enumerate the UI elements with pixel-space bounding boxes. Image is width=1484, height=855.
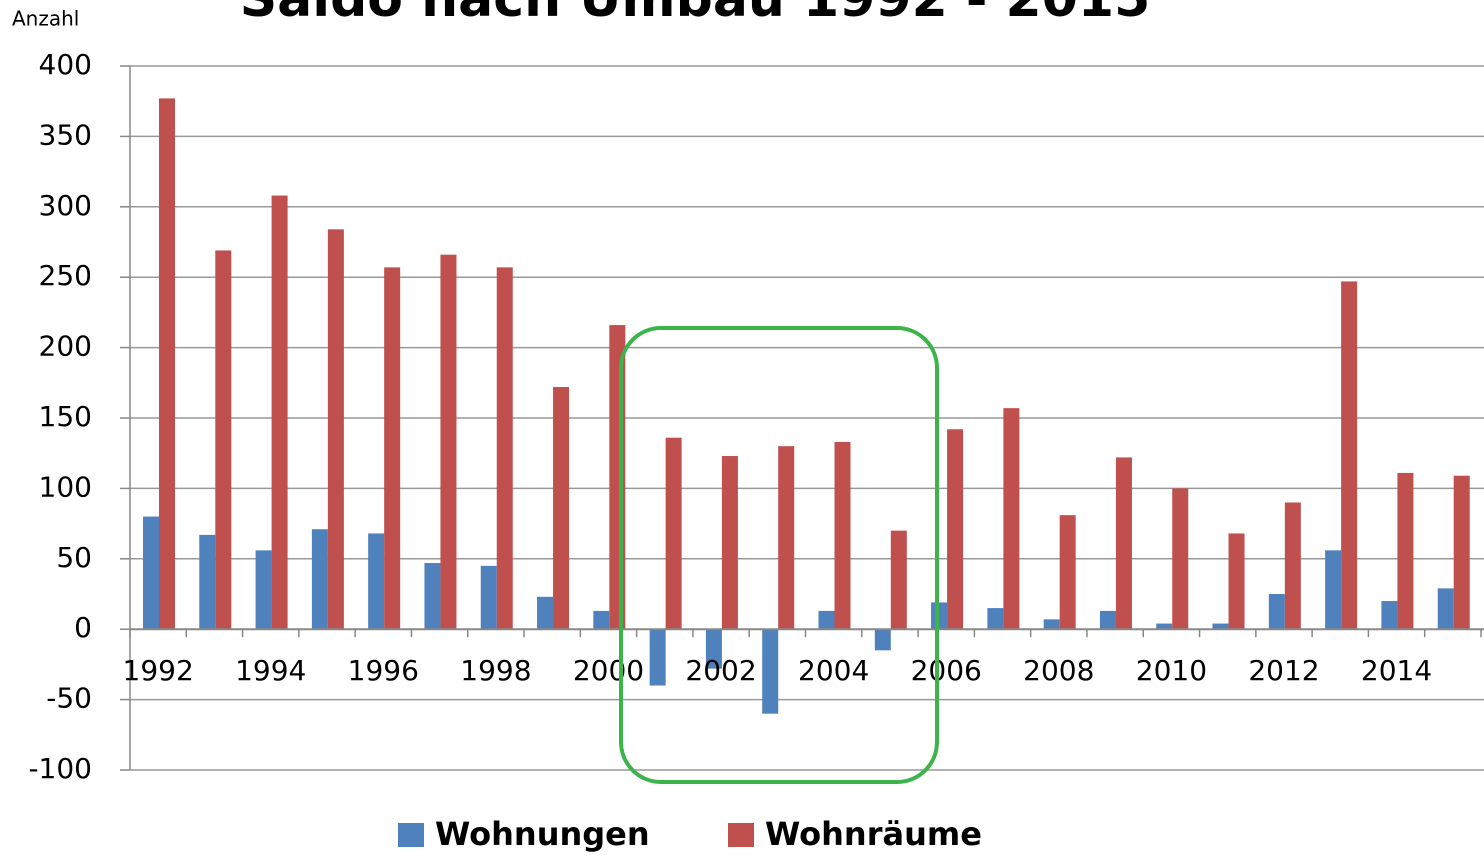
y-tick-label: -50 xyxy=(46,682,92,715)
x-tick-label: 2010 xyxy=(1136,654,1207,687)
bar xyxy=(215,250,232,630)
chart-title: Saldo nach Umbau 1992 - 2015 xyxy=(240,0,1151,29)
bar xyxy=(424,563,441,630)
bar xyxy=(1172,488,1189,630)
x-tick-label: 2008 xyxy=(1023,654,1094,687)
x-tick-label: 2006 xyxy=(911,654,982,687)
bar xyxy=(159,98,175,630)
bar xyxy=(778,446,795,630)
bar xyxy=(1228,533,1245,630)
bar xyxy=(1437,588,1454,630)
bar xyxy=(1341,281,1358,630)
bar xyxy=(480,565,497,630)
bar xyxy=(1043,619,1060,630)
y-tick-label: 150 xyxy=(39,400,92,433)
x-tick-label: 2012 xyxy=(1248,654,1319,687)
bar xyxy=(1381,601,1398,630)
legend-swatch xyxy=(728,823,754,847)
bar xyxy=(496,267,513,630)
bar xyxy=(1397,472,1414,630)
bar xyxy=(255,550,272,630)
bar xyxy=(199,534,216,630)
y-tick-label: 350 xyxy=(39,118,92,151)
x-tick-label: 2000 xyxy=(573,654,644,687)
bar xyxy=(1284,502,1301,630)
bar xyxy=(947,429,964,630)
x-tick-label: 1996 xyxy=(348,654,419,687)
legend-swatch xyxy=(398,823,424,847)
x-tick-label: 1992 xyxy=(123,654,194,687)
bar xyxy=(1325,550,1342,630)
bar xyxy=(1453,475,1470,630)
bar xyxy=(1099,610,1116,630)
y-tick-label: 400 xyxy=(39,48,92,81)
y-tick-label: 250 xyxy=(39,259,92,292)
bar xyxy=(143,516,159,630)
x-tick-label: 2002 xyxy=(685,654,756,687)
bar xyxy=(987,608,1004,630)
bar xyxy=(384,267,401,630)
y-tick-label: 300 xyxy=(39,189,92,222)
bar xyxy=(1059,515,1076,630)
bar xyxy=(271,195,288,630)
bar xyxy=(665,437,682,630)
x-tick-label: 2004 xyxy=(798,654,869,687)
x-tick-label: 1994 xyxy=(235,654,306,687)
bar xyxy=(721,456,738,630)
bar xyxy=(705,629,722,669)
legend-label: Wohnungen xyxy=(435,815,650,853)
legend-label: Wohnräume xyxy=(765,815,982,853)
bar xyxy=(593,610,610,630)
bar xyxy=(327,229,344,630)
bar xyxy=(553,387,570,630)
highlight-box xyxy=(619,326,939,784)
bar xyxy=(834,441,851,630)
bar xyxy=(1156,623,1173,630)
bar xyxy=(537,596,554,630)
x-tick-label: 1998 xyxy=(460,654,531,687)
x-tick-label: 2014 xyxy=(1361,654,1432,687)
bar xyxy=(762,629,779,714)
y-tick-label: 50 xyxy=(56,541,92,574)
y-tick-label: 200 xyxy=(39,330,92,363)
bar xyxy=(1212,623,1229,630)
y-axis-label: Anzahl xyxy=(12,7,79,31)
bar xyxy=(1003,408,1020,630)
y-tick-label: 0 xyxy=(74,611,92,644)
y-tick-label: 100 xyxy=(39,470,92,503)
bar xyxy=(311,529,328,630)
bar xyxy=(440,254,457,630)
bar xyxy=(890,530,907,630)
bar xyxy=(874,629,891,651)
bar xyxy=(368,533,385,630)
bar xyxy=(1268,594,1285,630)
bar xyxy=(931,602,948,630)
y-tick-label: -100 xyxy=(28,752,92,785)
bar xyxy=(1115,457,1132,630)
bar xyxy=(649,629,666,686)
bar xyxy=(818,610,835,630)
